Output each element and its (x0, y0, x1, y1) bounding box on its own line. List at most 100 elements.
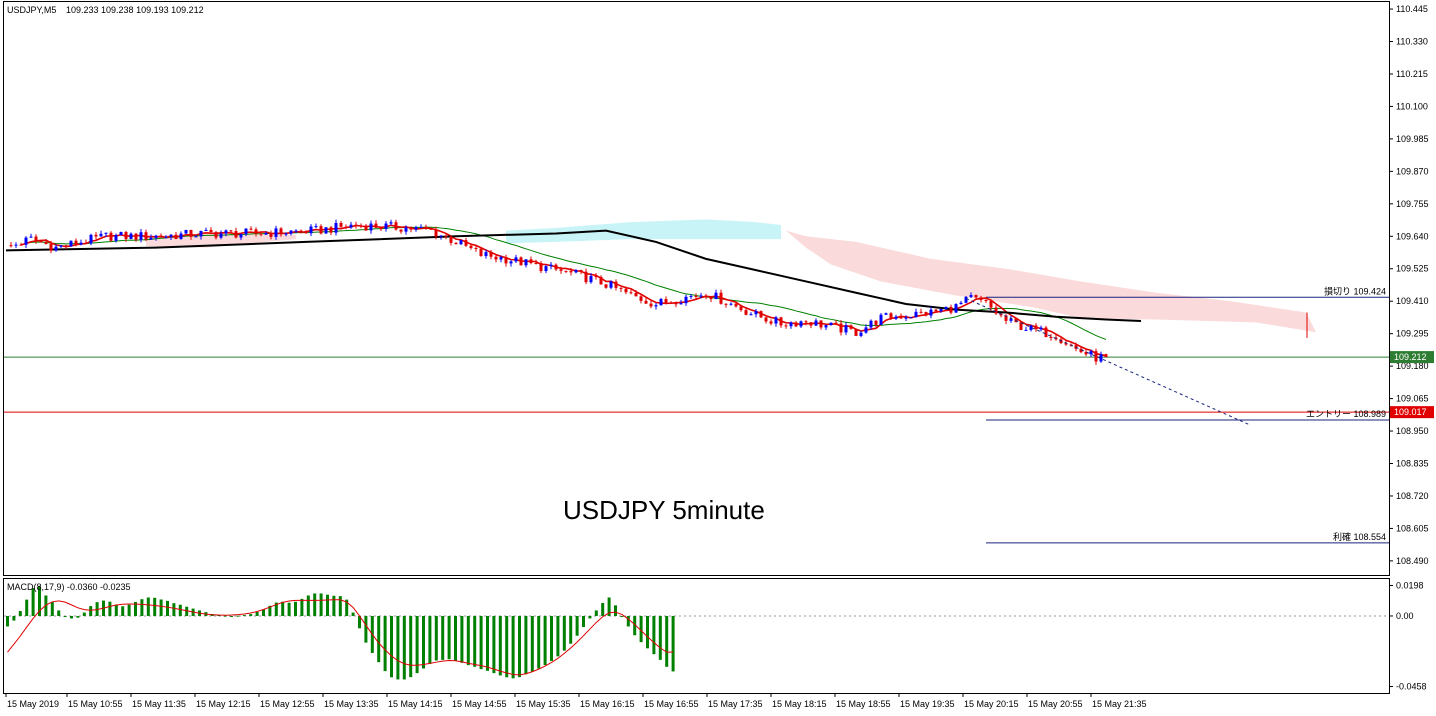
candle-body (24, 237, 28, 245)
candle-body (169, 234, 173, 237)
candle-body (564, 270, 568, 272)
red_level-price-tag (1390, 406, 1434, 419)
macd-bar (543, 615, 547, 666)
candle-body (44, 242, 48, 244)
candle-body (1099, 354, 1103, 362)
candle-body (454, 242, 458, 245)
candle-body (829, 322, 833, 326)
candle-body (484, 252, 488, 257)
macd-bar (505, 615, 509, 678)
macd-bar (588, 615, 592, 619)
macd-bar (287, 602, 291, 616)
candle-body (864, 327, 868, 333)
candle-body (424, 226, 428, 229)
candle-body (289, 230, 293, 234)
macd-bar (671, 615, 675, 672)
black-ma-line (5, 229, 1142, 322)
candle-body (569, 271, 573, 273)
macd-bar (428, 615, 432, 664)
candle-body (924, 312, 928, 316)
candle-body (174, 234, 178, 239)
macd-bar (498, 615, 502, 676)
candle-body (474, 247, 478, 249)
candle-body (654, 305, 658, 307)
time-axis: 15 May 2019 15 May 10:55 15 May 11:35 15 Ma… (5, 693, 1147, 709)
candle-body (89, 234, 93, 244)
macd-bar (236, 615, 240, 617)
candle-body (584, 271, 588, 283)
time-tick-label: 15 May 18:15 (772, 699, 827, 709)
candle-body (659, 299, 663, 306)
candle-body (129, 233, 133, 239)
candle-body (899, 316, 903, 319)
candle-body (609, 281, 613, 288)
trend-line (965, 297, 1252, 426)
macd-bar (562, 615, 566, 651)
macd-bar (582, 615, 585, 628)
candle-body (139, 232, 143, 240)
price-tick-label: 109.180 (1396, 361, 1429, 371)
candle-body (909, 317, 913, 319)
ohlc-label: 109.233 109.238 109.193 109.212 (66, 5, 204, 15)
candle-body (849, 325, 853, 329)
candle-body (384, 223, 388, 230)
macd-bar (658, 615, 662, 660)
macd-bar (434, 615, 438, 661)
macd-bar (50, 601, 54, 616)
candle-body (324, 227, 328, 234)
macd-bar (12, 615, 16, 621)
macd-bar (358, 615, 361, 629)
macd-bar (338, 596, 342, 616)
candle-body (589, 276, 593, 283)
candle-body (1004, 315, 1008, 321)
candle-body (14, 244, 18, 246)
candle-body (919, 311, 923, 313)
red_level-price-tag-label: 109.017 (1394, 407, 1427, 417)
candle-body (49, 243, 53, 251)
candle-body (704, 295, 708, 298)
macd-label: MACD(8,17,9) -0.0360 -0.0235 (7, 582, 131, 592)
candle-body (964, 296, 968, 303)
green-ma-line (25, 226, 1107, 340)
candle-body (819, 320, 823, 328)
macd-bar (626, 615, 630, 627)
macd-bar (364, 615, 368, 643)
candle-body (334, 222, 338, 233)
candle-body (144, 232, 148, 240)
candle-body (294, 230, 298, 232)
macd-bar (594, 610, 598, 616)
price-tick-label: 110.215 (1396, 69, 1428, 79)
macd-bar (652, 615, 656, 655)
candle-body (824, 325, 828, 328)
candle-body (734, 303, 738, 307)
macd-bar (479, 615, 483, 670)
candle-body (69, 240, 73, 247)
macd-bar (242, 615, 246, 617)
candle-body (34, 236, 38, 241)
candle-body (949, 306, 953, 313)
candle-body (549, 264, 553, 267)
candle-body (539, 263, 543, 272)
candle-body (814, 320, 818, 326)
macd-bar (377, 615, 381, 663)
price-tick-label: 109.525 (1396, 264, 1429, 274)
candle-body (109, 232, 113, 241)
macd-bar (166, 600, 169, 616)
candle-body (709, 297, 713, 300)
macd-bar (537, 615, 541, 669)
time-tick-label: 15 May 10:55 (68, 699, 123, 709)
macd-bar (454, 615, 457, 661)
macd-bar (300, 598, 304, 616)
stop-label: 損切り 109.424 (1324, 285, 1386, 296)
candle-body (599, 276, 603, 285)
candle-body (274, 228, 278, 237)
candle-body (264, 233, 268, 235)
candle-body (559, 269, 563, 271)
candle-body (914, 311, 918, 318)
macd-bar (6, 615, 9, 627)
macd-bar (665, 615, 669, 667)
candle-body (974, 295, 978, 298)
price-tick-label: 109.065 (1396, 394, 1429, 404)
candle-body (179, 233, 183, 239)
candle-body (874, 320, 878, 325)
